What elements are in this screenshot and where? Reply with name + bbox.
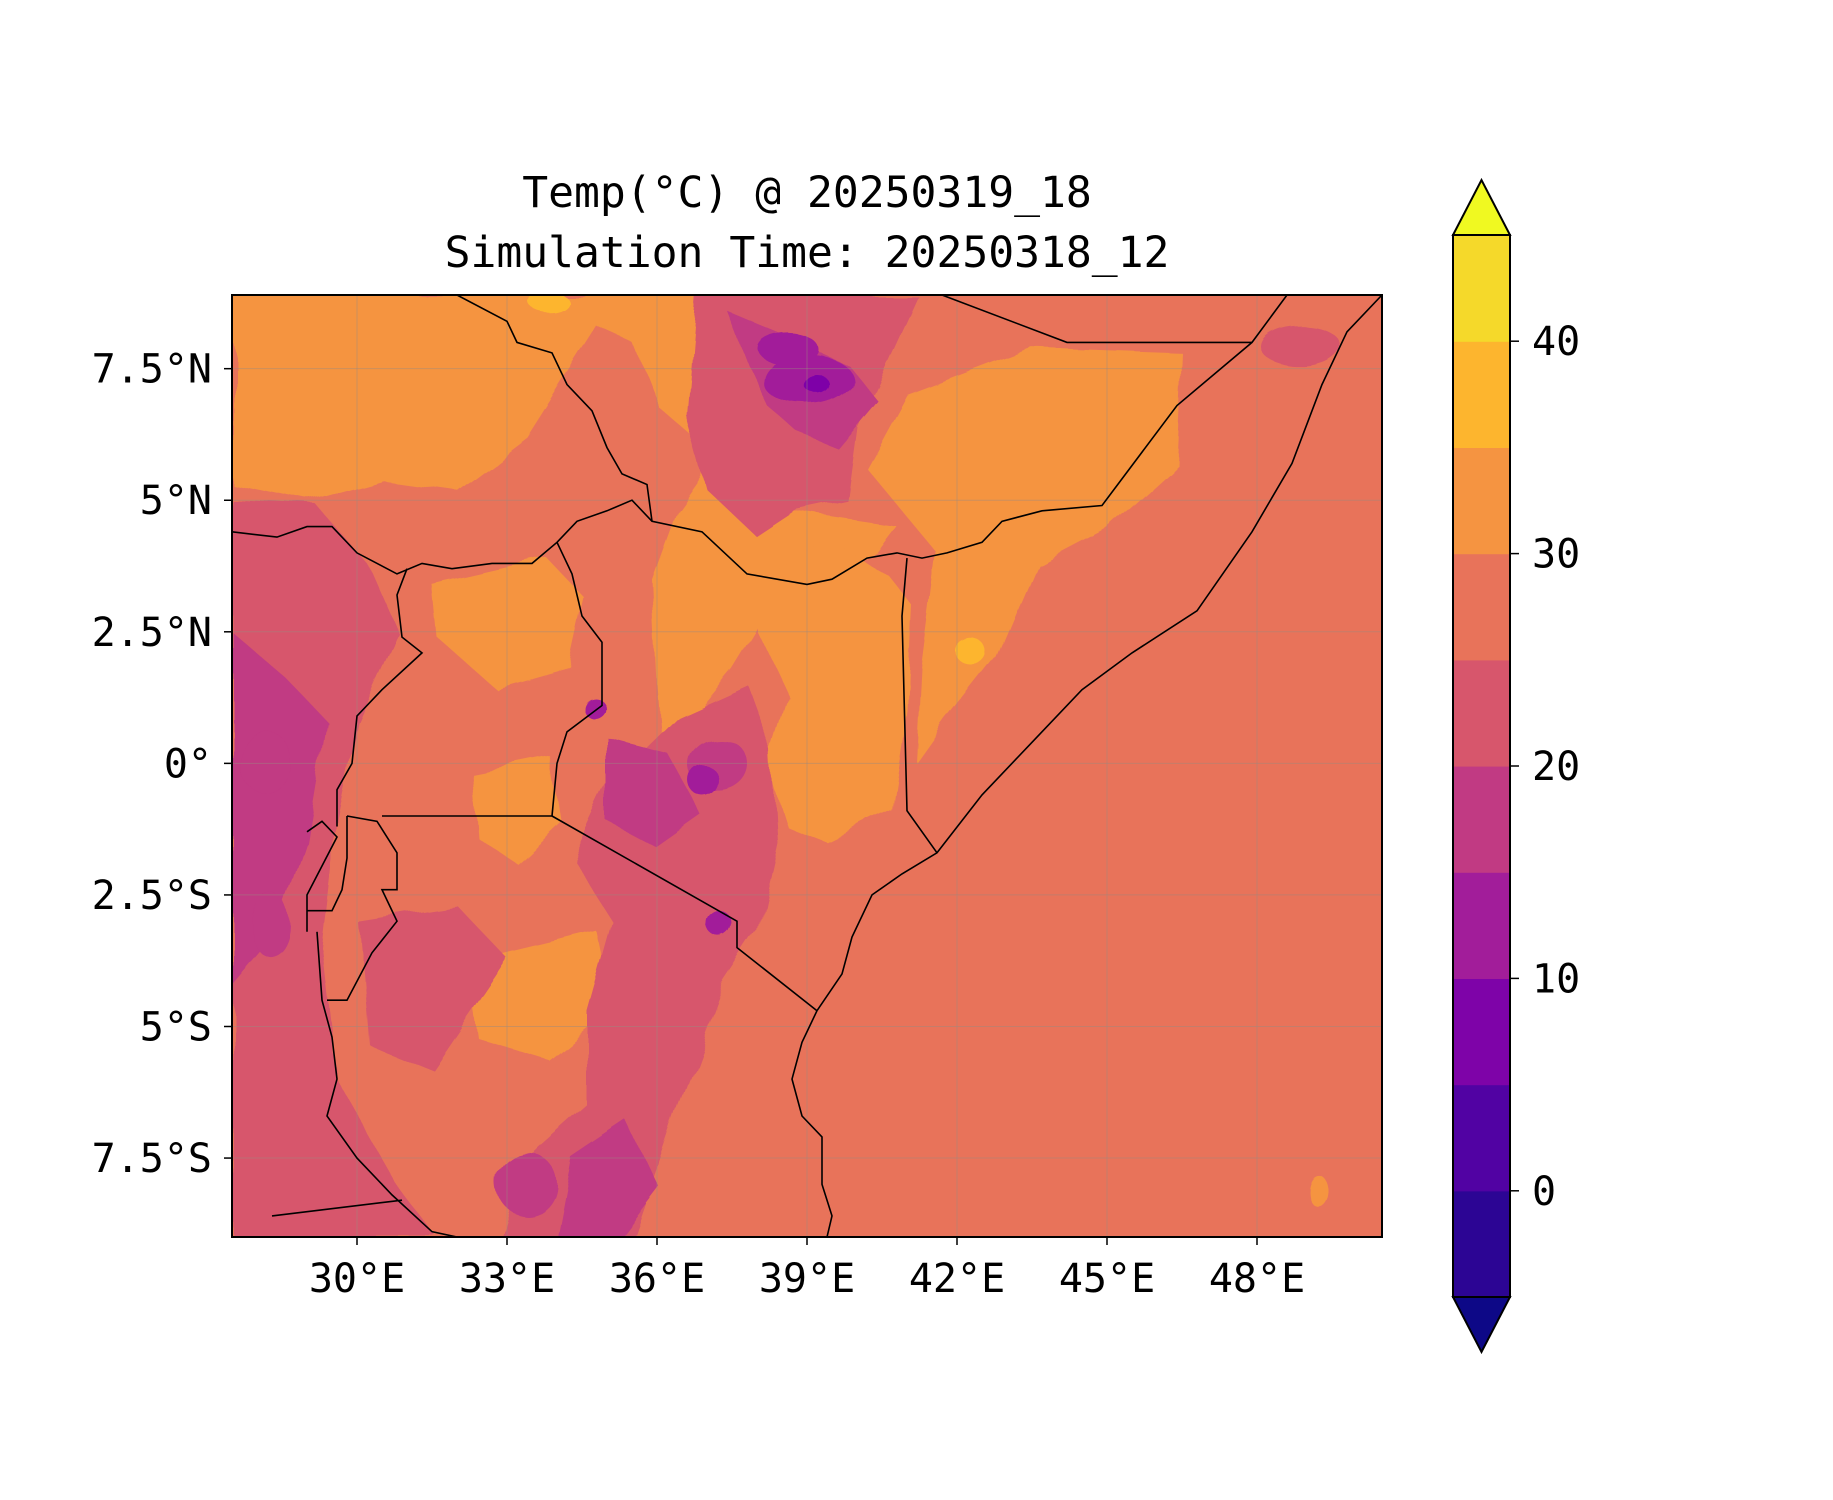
band-ethiopia-somalia-30-35 xyxy=(867,347,1182,764)
map-gridlines xyxy=(232,295,1382,1237)
colorbar-tick-label: 0 xyxy=(1532,1169,1556,1215)
band-highlands-20-25 xyxy=(502,684,777,1237)
longitude-axis: 30°E 33°E 36°E 39°E 42°E 45°E 48°E xyxy=(309,1237,1305,1302)
chart-title: Temp(°C) @ 20250319_18 xyxy=(522,168,1092,218)
burundi-rwanda-border xyxy=(327,815,398,1002)
drc-uganda-border xyxy=(336,568,424,827)
colorbar-segment xyxy=(1453,341,1510,448)
colorbar: 0 10 20 30 40 xyxy=(1451,177,1580,1355)
lat-tick-label: 5°N xyxy=(140,478,212,524)
lat-tick-label: 2.5°N xyxy=(92,610,212,656)
ethiopia-somaliland-border xyxy=(941,295,1252,344)
colorbar-segment xyxy=(1453,447,1510,555)
spot-north-35-40 xyxy=(527,295,567,311)
colorbar-segment xyxy=(1453,978,1510,1086)
colorbar-over-extension xyxy=(1451,177,1512,236)
lat-tick-label: 5°S xyxy=(140,1004,212,1050)
ethiopia-south-border xyxy=(232,295,1288,586)
lat-tick-label: 7.5°N xyxy=(92,347,212,393)
band-kenya-30-35 xyxy=(757,542,912,843)
colorbar-tick-label: 30 xyxy=(1532,532,1580,578)
colorbar-tick-label: 10 xyxy=(1532,956,1580,1002)
colorbar-segment xyxy=(1453,1084,1510,1192)
band-malawi-15-20 xyxy=(497,1152,557,1216)
band-aberdare-10-15 xyxy=(687,763,717,795)
spot-gulf-20-25 xyxy=(1262,326,1342,369)
lon-tick-label: 42°E xyxy=(909,1256,1005,1302)
colorbar-segment xyxy=(1453,659,1510,767)
colorbar-tick-label: 20 xyxy=(1532,744,1580,790)
lon-tick-label: 33°E xyxy=(459,1256,555,1302)
band-kenya-highland-15-20 xyxy=(607,737,702,848)
rwanda-west-border xyxy=(306,820,338,932)
lon-tick-label: 45°E xyxy=(1059,1256,1155,1302)
kenya-somalia-border xyxy=(901,558,938,854)
zambia-border xyxy=(271,1199,403,1217)
colorbar-segment xyxy=(1453,1190,1510,1298)
colorbar-segment xyxy=(1453,872,1510,979)
band-uganda-30-35 xyxy=(432,558,587,690)
colorbar-under-extension xyxy=(1451,1296,1512,1355)
colorbar-segment xyxy=(1453,553,1510,661)
lake-tanganyika-border xyxy=(316,931,458,1237)
somalia-coastline xyxy=(816,295,1382,1012)
band-rwenzori-15-20 xyxy=(242,731,292,795)
lon-tick-label: 48°E xyxy=(1209,1256,1305,1302)
spot-ocean-30-35 xyxy=(1307,1173,1327,1206)
colorbar-segment xyxy=(1453,766,1510,873)
lon-tick-label: 39°E xyxy=(759,1256,855,1302)
colorbar-tick-label: 40 xyxy=(1532,319,1580,365)
colorbar-segment xyxy=(1453,235,1510,342)
band-ethiopia-10-15 xyxy=(757,331,817,364)
band-congo-15-20 xyxy=(232,631,327,985)
band-peak-5-10 xyxy=(804,374,830,394)
band-kilimanjaro-10-15 xyxy=(709,913,735,940)
lat-tick-label: 7.5°S xyxy=(92,1136,212,1182)
band-south-15-20 xyxy=(557,1121,657,1237)
lat-tick-label: 0° xyxy=(164,741,212,787)
south-sudan-ethiopia-border xyxy=(456,295,653,522)
lon-tick-label: 30°E xyxy=(309,1256,405,1302)
tanzania-coastline xyxy=(791,1010,833,1237)
lat-tick-label: 2.5°S xyxy=(92,873,212,919)
uganda-kenya-border xyxy=(551,541,603,817)
latitude-axis: 7.5°N 5°N 2.5°N 0° 2.5°S 5°S 7.5°S xyxy=(92,347,232,1182)
spot-somalia-35-40 xyxy=(957,639,987,667)
band-kivu-15-20 xyxy=(252,894,292,959)
temperature-contours xyxy=(232,295,1342,1237)
band-elgon-10-15 xyxy=(581,694,603,717)
lon-tick-label: 36°E xyxy=(609,1256,705,1302)
chart-subtitle: Simulation Time: 20250318_12 xyxy=(444,228,1170,278)
band-west-tz-20-25 xyxy=(357,905,507,1069)
rwanda-burundi-inner xyxy=(307,816,348,912)
country-borders xyxy=(232,295,1382,1237)
band-lake-30-35 xyxy=(472,758,562,864)
kenya-tanzania-border xyxy=(551,815,818,1012)
